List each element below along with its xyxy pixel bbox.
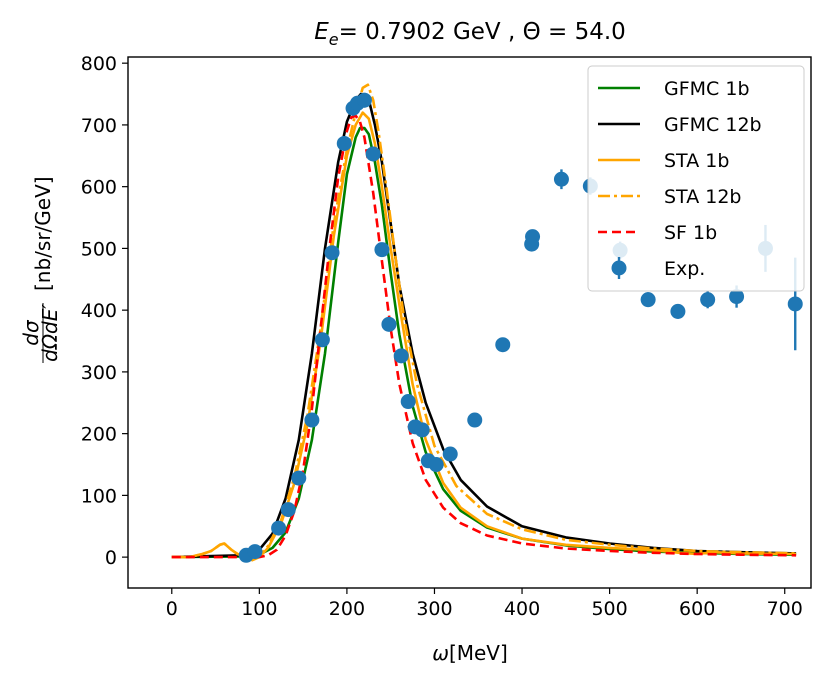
exp-point [314, 332, 330, 348]
y-label-unit: [nb/sr/GeV] [31, 176, 55, 291]
legend-label: Exp. [664, 258, 705, 280]
y-tick-label: 700 [81, 115, 117, 137]
y-tick-label: 500 [81, 238, 117, 260]
x-axis-unit: [MeV] [449, 641, 508, 665]
x-axis-label: ω[MeV] [432, 641, 508, 665]
exp-point [729, 289, 745, 305]
y-tick-label: 800 [81, 53, 117, 75]
axes-ticks: 0 100 200 300 400 500 600 700 0 100 200 300 400 500 60… [81, 53, 803, 620]
exp-point [467, 412, 483, 428]
legend-label: GFMC 12b [664, 114, 762, 136]
title-energy-symbol: E [314, 19, 329, 45]
exp-point [271, 520, 287, 536]
plot-frame [127, 56, 812, 589]
x-tick-label: 600 [679, 598, 715, 620]
exp-point [291, 470, 307, 486]
exp-point [247, 544, 263, 560]
legend: GFMC 1b GFMC 12b STA 1b STA 12b SF 1b Exp. [587, 65, 805, 292]
x-tick-label: 100 [241, 598, 277, 620]
y-tick-label: 300 [81, 362, 117, 384]
exp-point [553, 171, 569, 187]
series-line-sf-1b [171, 114, 797, 559]
x-tick-label: 500 [591, 598, 627, 620]
exp-point [304, 412, 320, 428]
series-layer [171, 83, 797, 562]
exp-point [393, 348, 409, 364]
exp-point [400, 394, 416, 410]
exp-point [495, 337, 511, 353]
exp-point [374, 242, 390, 258]
legend-box [587, 65, 805, 292]
exp-point [525, 229, 541, 245]
y-tick-label: 200 [81, 424, 117, 446]
legend-label: STA 12b [664, 186, 741, 208]
exp-point [700, 292, 716, 308]
x-tick-label: 200 [329, 598, 365, 620]
series-line-sta-1b [171, 111, 797, 562]
legend-label: SF 1b [664, 222, 717, 244]
exp-point [428, 457, 444, 473]
chart-title: Ee= 0.7902 GeV , Θ = 54.0 [314, 19, 626, 49]
y-label-denominator: dΩdE′ [38, 304, 62, 362]
x-tick-label: 300 [416, 598, 452, 620]
exp-point [670, 303, 686, 319]
exp-point [442, 446, 458, 462]
legend-label: STA 1b [664, 150, 729, 172]
y-tick-label: 600 [81, 177, 117, 199]
y-tick-label: 400 [81, 300, 117, 322]
exp-point [640, 292, 656, 308]
title-energy-subscript: e [329, 30, 339, 49]
exp-point [280, 502, 296, 518]
exp-point [381, 316, 397, 332]
legend-swatch-point [611, 260, 627, 276]
exp-point [365, 146, 381, 162]
y-axis-label: dσ dΩdE′ [nb/sr/GeV] [19, 176, 62, 363]
x-axis-symbol: ω [432, 641, 449, 665]
x-tick-label: 0 [166, 598, 178, 620]
exp-point [356, 92, 372, 108]
exp-point [336, 135, 352, 151]
y-label-numerator: dσ [19, 319, 43, 346]
exp-point [787, 296, 803, 312]
series-line-gfmc-12b [171, 92, 797, 559]
legend-label: GFMC 1b [664, 78, 750, 100]
x-tick-label: 400 [504, 598, 540, 620]
x-tick-label: 700 [767, 598, 803, 620]
exp-point [414, 422, 430, 438]
y-tick-label: 0 [105, 547, 117, 569]
exp-point [324, 245, 340, 261]
y-tick-label: 100 [81, 485, 117, 507]
title-text: = 0.7902 GeV , Θ = 54.0 [339, 19, 626, 45]
